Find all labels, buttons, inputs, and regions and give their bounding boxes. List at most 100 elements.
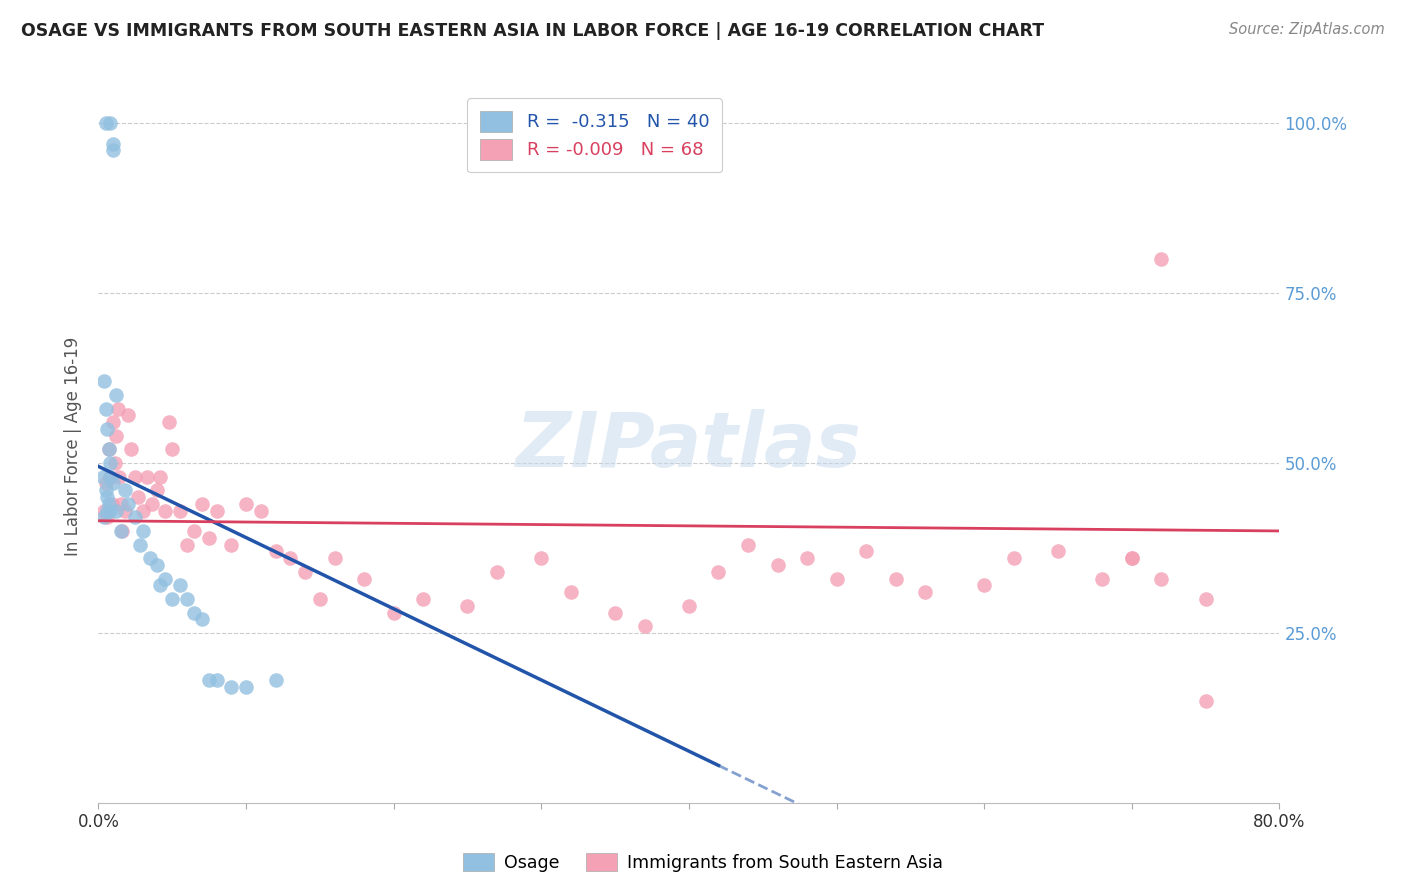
Point	[235, 497, 257, 511]
Point	[146, 483, 169, 498]
Point	[110, 524, 132, 538]
Point	[737, 537, 759, 551]
Point	[278, 551, 302, 566]
Point	[219, 537, 242, 551]
Point	[105, 388, 128, 402]
Point	[1091, 572, 1114, 586]
Point	[120, 442, 142, 457]
Point	[914, 585, 936, 599]
Point	[110, 497, 132, 511]
Point	[96, 510, 118, 524]
Point	[1002, 551, 1025, 566]
Point	[412, 591, 434, 606]
Point	[633, 619, 655, 633]
Y-axis label: In Labor Force | Age 16-19: In Labor Force | Age 16-19	[65, 336, 83, 556]
Point	[191, 497, 214, 511]
Point	[97, 442, 120, 457]
Point	[93, 510, 115, 524]
Point	[93, 375, 115, 389]
Point	[149, 578, 172, 592]
Point	[108, 469, 131, 483]
Point	[141, 497, 163, 511]
Point	[678, 599, 700, 613]
Text: ZIPatlas: ZIPatlas	[516, 409, 862, 483]
Point	[884, 572, 907, 586]
Point	[103, 136, 125, 151]
Point	[96, 503, 118, 517]
Point	[94, 116, 117, 130]
Point	[1121, 551, 1143, 566]
Point	[114, 483, 136, 498]
Point	[103, 476, 125, 491]
Point	[205, 673, 228, 688]
Point	[93, 503, 115, 517]
Point	[124, 469, 146, 483]
Point	[94, 483, 117, 498]
Point	[98, 469, 121, 483]
Point	[139, 551, 162, 566]
Point	[162, 591, 183, 606]
Point	[114, 503, 136, 517]
Point	[162, 442, 183, 457]
Legend: Osage, Immigrants from South Eastern Asia: Osage, Immigrants from South Eastern Asi…	[456, 847, 950, 879]
Point	[605, 606, 627, 620]
Point	[94, 401, 117, 416]
Point	[191, 612, 214, 626]
Point	[98, 503, 121, 517]
Point	[97, 442, 120, 457]
Point	[91, 469, 114, 483]
Point	[157, 415, 180, 429]
Point	[97, 497, 120, 511]
Point	[250, 503, 273, 517]
Point	[486, 565, 509, 579]
Point	[264, 673, 287, 688]
Point	[456, 599, 478, 613]
Point	[198, 673, 221, 688]
Point	[124, 510, 146, 524]
Point	[176, 591, 198, 606]
Point	[103, 415, 125, 429]
Point	[107, 401, 129, 416]
Point	[132, 524, 155, 538]
Point	[103, 144, 125, 158]
Point	[117, 409, 139, 423]
Point	[105, 503, 128, 517]
Point	[1195, 694, 1218, 708]
Point	[973, 578, 995, 592]
Point	[94, 476, 117, 491]
Point	[127, 490, 149, 504]
Point	[219, 680, 242, 694]
Point	[796, 551, 818, 566]
Point	[294, 565, 316, 579]
Point	[707, 565, 730, 579]
Point	[1121, 551, 1143, 566]
Point	[146, 558, 169, 572]
Text: OSAGE VS IMMIGRANTS FROM SOUTH EASTERN ASIA IN LABOR FORCE | AGE 16-19 CORRELATI: OSAGE VS IMMIGRANTS FROM SOUTH EASTERN A…	[21, 22, 1045, 40]
Text: Source: ZipAtlas.com: Source: ZipAtlas.com	[1229, 22, 1385, 37]
Point	[183, 606, 205, 620]
Point	[96, 490, 118, 504]
Point	[104, 456, 127, 470]
Point	[132, 503, 155, 517]
Point	[766, 558, 789, 572]
Point	[96, 422, 118, 436]
Point	[825, 572, 848, 586]
Point	[264, 544, 287, 558]
Point	[111, 524, 134, 538]
Point	[183, 524, 205, 538]
Point	[198, 531, 221, 545]
Point	[353, 572, 375, 586]
Point	[323, 551, 346, 566]
Point	[1046, 544, 1069, 558]
Point	[169, 578, 191, 592]
Point	[136, 469, 159, 483]
Point	[100, 497, 122, 511]
Point	[169, 503, 191, 517]
Point	[1150, 252, 1173, 266]
Point	[235, 680, 257, 694]
Point	[176, 537, 198, 551]
Point	[149, 469, 172, 483]
Point	[98, 456, 121, 470]
Point	[98, 469, 121, 483]
Point	[382, 606, 405, 620]
